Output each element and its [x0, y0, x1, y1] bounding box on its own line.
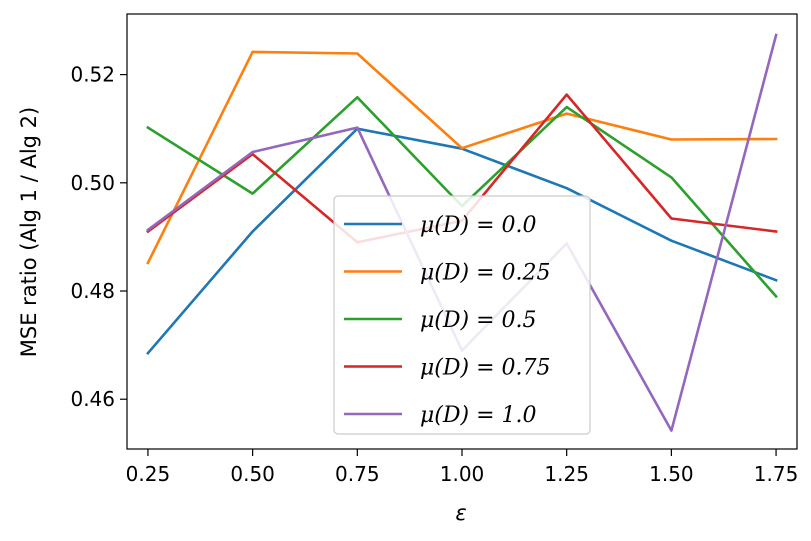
- legend-label-0: μ(D) = 0.0: [420, 213, 537, 238]
- x-tick-label-0: 0.25: [126, 462, 171, 486]
- x-tick-label-3: 1.00: [440, 462, 485, 486]
- legend: μ(D) = 0.0 μ(D) = 0.25 μ(D) = 0.5 μ(D) = 0.…: [333, 195, 591, 435]
- legend-box: [333, 195, 591, 435]
- x-tick-label-5: 1.50: [649, 462, 694, 486]
- legend-label-3: μ(D) = 0.75: [420, 356, 551, 381]
- series-line-1: [146, 50, 778, 265]
- legend-label-4: μ(D) = 1.0: [420, 403, 537, 428]
- axes-layer: 0.25 0.50 0.75 1.00 1.25 1.50 1.75 0.46 0.48 0.50…: [70, 13, 799, 486]
- x-tick-label-6: 1.75: [754, 462, 799, 486]
- legend-label-2: μ(D) = 0.5: [420, 308, 537, 333]
- y-tick-label-2: 0.50: [70, 171, 115, 195]
- y-tick-label-1: 0.48: [70, 279, 115, 303]
- x-tick-label-1: 0.50: [230, 462, 275, 486]
- y-tick-label-3: 0.52: [70, 63, 115, 87]
- x-tick-label-2: 0.75: [335, 462, 380, 486]
- y-axis-label: MSE ratio (Alg 1 / Alg 2): [17, 107, 41, 357]
- x-tick-label-4: 1.25: [544, 462, 589, 486]
- legend-label-1: μ(D) = 0.25: [420, 261, 551, 286]
- y-tick-label-0: 0.46: [70, 387, 115, 411]
- x-axis-label: ε: [455, 501, 466, 525]
